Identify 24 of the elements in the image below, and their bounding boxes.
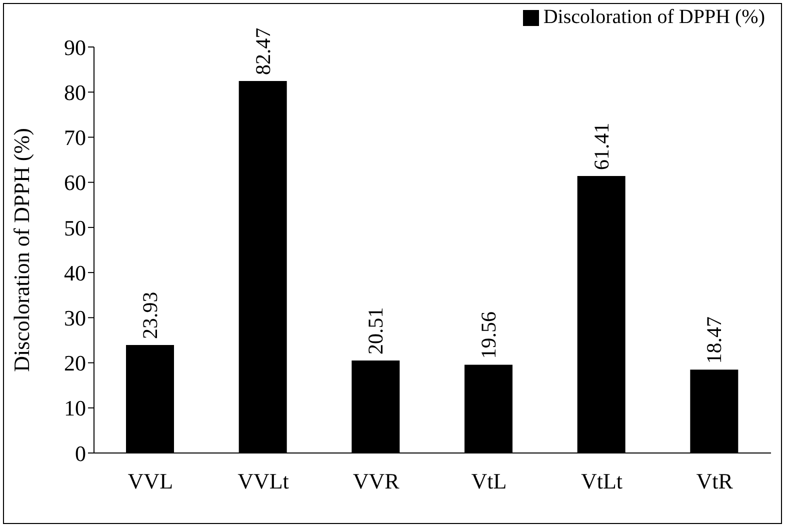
- data-label: 18.47: [702, 316, 726, 364]
- y-tick-label: 90: [64, 34, 86, 60]
- x-tick-label: VtL: [471, 468, 507, 494]
- data-label: 61.41: [589, 122, 614, 170]
- data-label: 19.56: [476, 312, 500, 359]
- y-tick-label: 80: [64, 80, 86, 105]
- y-tick-label: 50: [64, 215, 86, 240]
- y-tick-label: 60: [64, 170, 86, 196]
- y-tick-label: 0: [75, 440, 86, 466]
- x-tick-label: VVLt: [238, 468, 289, 494]
- x-tick-label: VtR: [696, 468, 734, 494]
- y-tick-label: 30: [64, 305, 86, 330]
- data-label: 23.93: [138, 292, 162, 340]
- y-tick-label: 10: [64, 396, 86, 421]
- y-tick-label: 70: [64, 125, 86, 150]
- x-tick-label: VVL: [128, 468, 174, 494]
- y-tick-label: 20: [64, 350, 86, 376]
- legend-label: Discoloration of DPPH (%): [543, 6, 765, 28]
- x-tick-label: VtLt: [580, 468, 623, 494]
- data-label: 20.51: [364, 307, 388, 354]
- data-label: 82.47: [250, 28, 275, 75]
- y-tick-label: 40: [64, 260, 86, 286]
- y-axis-title: Discoloration of DPPH (%): [8, 128, 34, 372]
- x-tick-label: VVR: [352, 468, 400, 494]
